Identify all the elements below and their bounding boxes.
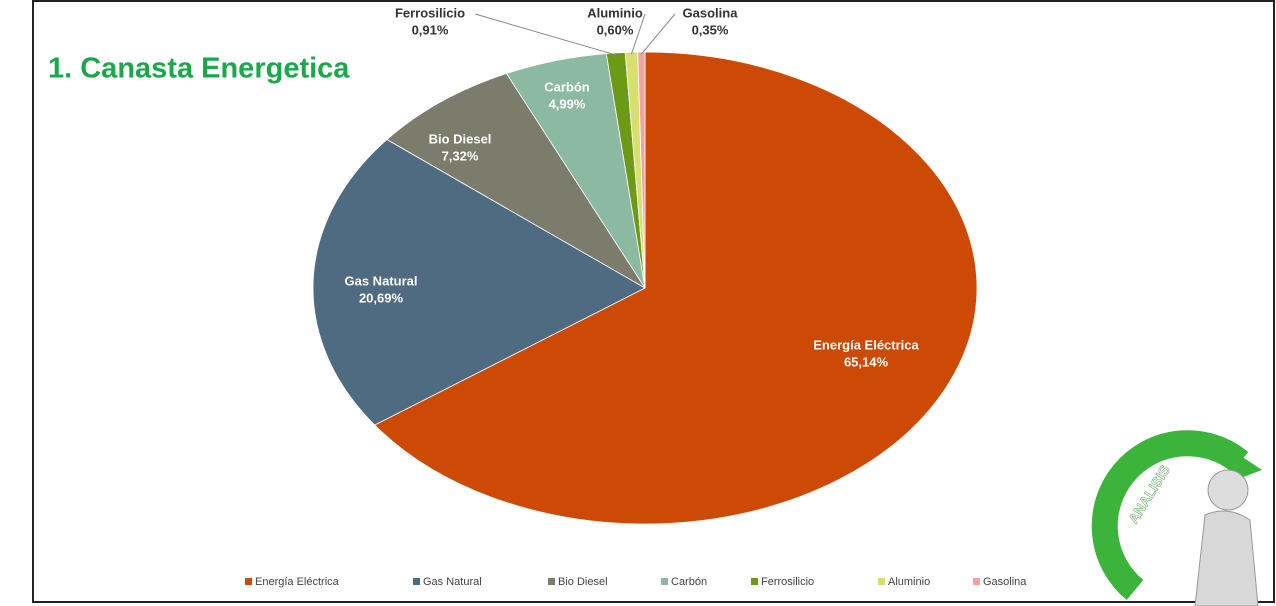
slice-label-value: 0,35% bbox=[692, 22, 729, 37]
legend-swatch bbox=[973, 578, 980, 585]
legend-label: Energía Eléctrica bbox=[255, 576, 340, 588]
slice-label-name: Carbón bbox=[544, 79, 590, 94]
legend-label: Bio Diesel bbox=[558, 576, 608, 588]
pie-slice bbox=[637, 51, 646, 289]
slice-label-name: Gas Natural bbox=[345, 273, 418, 288]
legend-label: Aluminio bbox=[888, 576, 930, 588]
legend-label: Carbón bbox=[671, 576, 707, 588]
legend-swatch bbox=[661, 578, 668, 585]
leader-line bbox=[640, 13, 676, 55]
chart-title: 1. Canasta Energetica bbox=[48, 53, 350, 85]
legend-label: Ferrosilicio bbox=[761, 576, 814, 588]
slice-label-value: 20,69% bbox=[359, 290, 404, 305]
legend-swatch bbox=[548, 578, 555, 585]
logo-figure-body bbox=[1194, 510, 1259, 606]
legend-swatch bbox=[751, 578, 758, 585]
leader-line bbox=[630, 13, 646, 55]
slice-label-name: Bio Diesel bbox=[429, 131, 492, 146]
slice-label-value: 7,32% bbox=[442, 148, 479, 163]
logo-figure-head bbox=[1207, 469, 1249, 511]
legend-label: Gasolina bbox=[983, 576, 1027, 588]
slice-label-value: 65,14% bbox=[844, 354, 889, 369]
slice-label-value: 4,99% bbox=[549, 96, 586, 111]
slice-label-name: Aluminio bbox=[587, 5, 643, 20]
pie-slice bbox=[386, 73, 646, 289]
pie-slice bbox=[312, 139, 646, 426]
slice-label-value: 0,60% bbox=[597, 22, 634, 37]
leader-line bbox=[474, 13, 616, 56]
slice-label-value: 0,91% bbox=[412, 22, 449, 37]
legend-label: Gas Natural bbox=[423, 576, 482, 588]
legend-swatch bbox=[413, 578, 420, 585]
slice-label-name: Gasolina bbox=[683, 5, 739, 20]
logo-arc bbox=[1091, 430, 1249, 601]
legend-swatch bbox=[245, 578, 252, 585]
slice-label-name: Ferrosilicio bbox=[395, 5, 465, 20]
legend-swatch bbox=[878, 578, 885, 585]
slice-label-name: Energía Eléctrica bbox=[813, 337, 919, 352]
pie-slice bbox=[374, 51, 978, 525]
